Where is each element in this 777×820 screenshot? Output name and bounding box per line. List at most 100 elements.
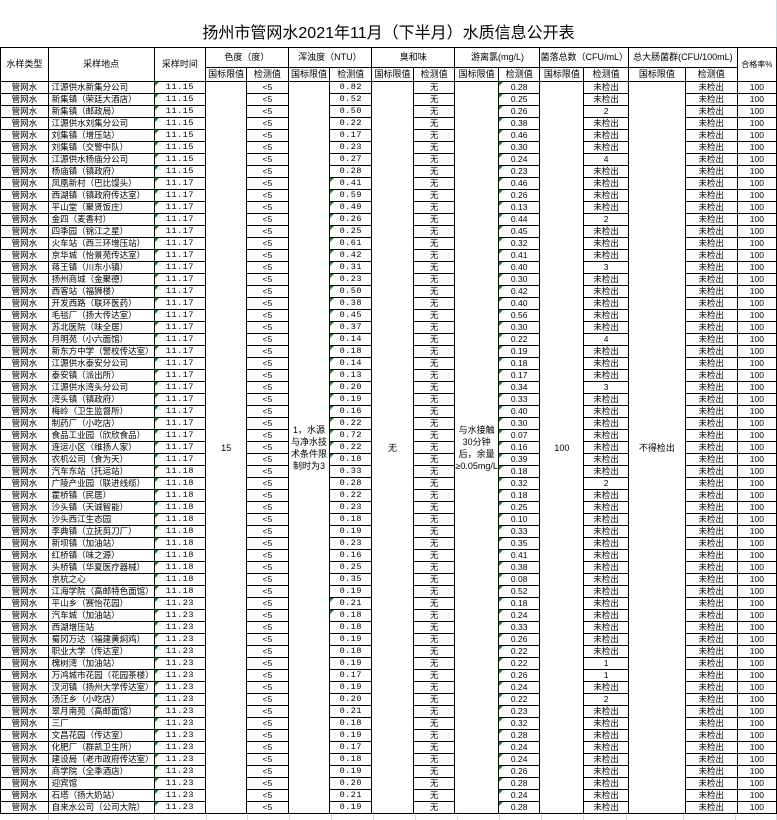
cell-type[interactable]: 管网水 xyxy=(0,705,49,718)
cell-color[interactable]: <5 xyxy=(246,585,289,598)
cell-turbidity[interactable]: 0.21 xyxy=(329,789,373,802)
cell-turbidity[interactable]: 0.19 xyxy=(329,393,373,406)
cell-chlorine[interactable]: 0.24 xyxy=(497,681,541,694)
cell-odor[interactable]: 无 xyxy=(412,189,456,202)
cell-time[interactable]: 11.15 xyxy=(153,129,207,142)
cell-type[interactable]: 管网水 xyxy=(0,369,49,382)
cell-time[interactable]: 11.23 xyxy=(153,789,207,802)
cell-color[interactable]: <5 xyxy=(246,489,289,502)
cell-bacteria[interactable]: 未检出 xyxy=(583,369,629,382)
cell-type[interactable]: 管网水 xyxy=(0,357,49,370)
cell-pass-rate[interactable]: 100 xyxy=(736,369,777,382)
cell-turbidity[interactable]: 0.28 xyxy=(329,165,373,178)
cell-bacteria[interactable]: 未检出 xyxy=(583,309,629,322)
cell-turbidity[interactable]: 0.52 xyxy=(329,93,373,106)
cell-turbidity[interactable]: 0.42 xyxy=(329,249,373,262)
cell-time[interactable]: 11.23 xyxy=(153,681,207,694)
cell-odor[interactable]: 无 xyxy=(412,801,456,814)
cell-type[interactable]: 管网水 xyxy=(0,285,49,298)
limit-color[interactable]: 15 xyxy=(205,81,248,814)
cell-pass-rate[interactable]: 100 xyxy=(736,189,777,202)
cell-odor[interactable]: 无 xyxy=(412,717,456,730)
cell-chlorine[interactable]: 0.30 xyxy=(497,321,541,334)
cell-pass-rate[interactable]: 100 xyxy=(736,153,777,166)
cell-time[interactable]: 11.15 xyxy=(153,117,207,130)
cell-turbidity[interactable]: 0.49 xyxy=(329,201,373,214)
cell-coliform[interactable]: 未检出 xyxy=(684,393,738,406)
cell-odor[interactable]: 无 xyxy=(412,213,456,226)
cell-color[interactable]: <5 xyxy=(246,645,289,658)
cell-odor[interactable]: 无 xyxy=(412,549,456,562)
cell-chlorine[interactable]: 0.24 xyxy=(497,753,541,766)
cell-coliform[interactable]: 未检出 xyxy=(684,273,738,286)
cell-location[interactable]: 平山堂（聚贤饭庄） xyxy=(47,201,155,214)
cell-color[interactable]: <5 xyxy=(246,573,289,586)
cell-color[interactable]: <5 xyxy=(246,681,289,694)
cell-type[interactable]: 管网水 xyxy=(0,681,49,694)
cell-location[interactable]: 新坝镇（加油站） xyxy=(47,537,155,550)
cell-odor[interactable]: 无 xyxy=(412,405,456,418)
cell-odor[interactable]: 无 xyxy=(412,573,456,586)
cell-turbidity[interactable]: 0.31 xyxy=(329,261,373,274)
cell-turbidity[interactable]: 0.23 xyxy=(329,141,373,154)
cell-type[interactable]: 管网水 xyxy=(0,597,49,610)
cell-coliform[interactable]: 未检出 xyxy=(684,489,738,502)
cell-coliform[interactable]: 未检出 xyxy=(684,621,738,634)
cell-time[interactable]: 11.17 xyxy=(153,369,207,382)
cell-type[interactable]: 管网水 xyxy=(0,381,49,394)
limit-chlorine[interactable]: 与水接触30分钟后，余量≥0.05mg/L xyxy=(454,81,499,814)
cell-odor[interactable]: 无 xyxy=(412,297,456,310)
cell-coliform[interactable]: 未检出 xyxy=(684,669,738,682)
cell-location[interactable]: 四季园（锦江之星） xyxy=(47,225,155,238)
cell-type[interactable]: 管网水 xyxy=(0,573,49,586)
cell-turbidity[interactable]: 0.61 xyxy=(329,237,373,250)
cell-time[interactable]: 11.15 xyxy=(153,165,207,178)
cell-location[interactable]: 毛毯厂（扬大传达室） xyxy=(47,309,155,322)
cell-odor[interactable]: 无 xyxy=(412,429,456,442)
cell-chlorine[interactable]: 0.28 xyxy=(497,81,541,94)
cell-turbidity[interactable]: 0.19 xyxy=(329,585,373,598)
cell-type[interactable]: 管网水 xyxy=(0,789,49,802)
cell-pass-rate[interactable]: 100 xyxy=(736,621,777,634)
cell-odor[interactable]: 无 xyxy=(412,753,456,766)
cell-color[interactable]: <5 xyxy=(246,705,289,718)
cell-chlorine[interactable]: 0.10 xyxy=(497,513,541,526)
cell-chlorine[interactable]: 0.07 xyxy=(497,429,541,442)
cell-type[interactable]: 管网水 xyxy=(0,549,49,562)
cell-chlorine[interactable]: 0.28 xyxy=(497,777,541,790)
cell-odor[interactable]: 无 xyxy=(412,453,456,466)
cell-coliform[interactable]: 未检出 xyxy=(684,741,738,754)
cell-location[interactable]: 开发西路（联环医药） xyxy=(47,297,155,310)
cell-chlorine[interactable]: 0.13 xyxy=(497,201,541,214)
cell-bacteria[interactable]: 未检出 xyxy=(583,753,629,766)
cell-pass-rate[interactable]: 100 xyxy=(736,669,777,682)
cell-coliform[interactable]: 未检出 xyxy=(684,357,738,370)
cell-turbidity[interactable]: 0.18 xyxy=(329,645,373,658)
cell-coliform[interactable]: 未检出 xyxy=(684,165,738,178)
cell-coliform[interactable]: 未检出 xyxy=(684,729,738,742)
cell-coliform[interactable]: 未检出 xyxy=(684,309,738,322)
cell-pass-rate[interactable]: 100 xyxy=(736,93,777,106)
cell-coliform[interactable]: 未检出 xyxy=(684,369,738,382)
cell-color[interactable]: <5 xyxy=(246,93,289,106)
cell-odor[interactable]: 无 xyxy=(412,441,456,454)
cell-location[interactable]: 三厂 xyxy=(47,717,155,730)
cell-odor[interactable]: 无 xyxy=(412,609,456,622)
cell-odor[interactable]: 无 xyxy=(412,369,456,382)
cell-location[interactable]: 蜀冈万达（福建黄焖鸡） xyxy=(47,633,155,646)
cell-bacteria[interactable]: 未检出 xyxy=(583,237,629,250)
cell-turbidity[interactable]: 0.50 xyxy=(329,105,373,118)
cell-location[interactable]: 苏北医院（味全居） xyxy=(47,321,155,334)
cell-bacteria[interactable]: 3 xyxy=(583,261,629,274)
cell-time[interactable]: 11.17 xyxy=(153,237,207,250)
cell-type[interactable]: 管网水 xyxy=(0,141,49,154)
cell-pass-rate[interactable]: 100 xyxy=(736,105,777,118)
cell-time[interactable]: 11.18 xyxy=(153,465,207,478)
cell-bacteria[interactable]: 未检出 xyxy=(583,249,629,262)
cell-pass-rate[interactable]: 100 xyxy=(736,609,777,622)
cell-bacteria[interactable]: 2 xyxy=(583,213,629,226)
cell-color[interactable]: <5 xyxy=(246,765,289,778)
cell-coliform[interactable]: 未检出 xyxy=(684,609,738,622)
cell-bacteria[interactable]: 未检出 xyxy=(583,801,629,814)
cell-type[interactable]: 管网水 xyxy=(0,117,49,130)
